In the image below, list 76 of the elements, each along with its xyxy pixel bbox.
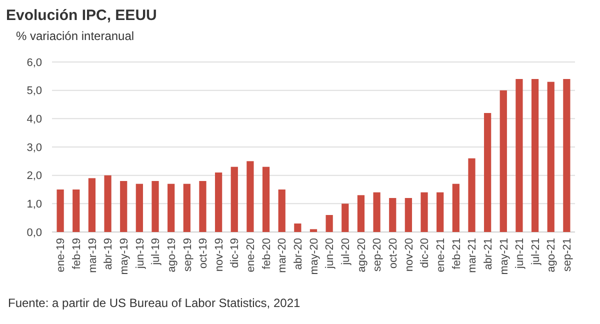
bar: [104, 175, 112, 232]
bar: [500, 90, 507, 232]
x-tick-label: sep-19: [182, 238, 194, 272]
x-tick-label: dic-20: [419, 238, 432, 268]
bar: [72, 190, 80, 232]
x-tick-label: nov-19: [213, 238, 226, 272]
x-tick-label: nov-20: [403, 238, 416, 272]
x-tick-label: jun-21: [514, 238, 526, 270]
x-tick-label: oct-19: [198, 238, 210, 269]
bar: [199, 181, 206, 232]
bar: [516, 79, 523, 232]
bar: [136, 184, 143, 232]
bar: [404, 198, 412, 232]
y-tick-label: 5,0: [26, 85, 42, 98]
bar: [230, 166, 238, 232]
y-tick-label: 1,0: [26, 198, 42, 211]
x-tick-label: mar-21: [466, 238, 479, 273]
x-tick-label: may-20: [308, 238, 320, 275]
x-tick-label: abr-21: [482, 238, 494, 270]
bar: [531, 79, 539, 232]
bar: [468, 158, 476, 232]
source-note: Fuente: a partir de US Bureau of Labor Statistics, 2021: [8, 296, 300, 310]
bar: [389, 198, 396, 232]
bar: [563, 79, 570, 232]
bar: [56, 190, 64, 232]
bar: [294, 224, 302, 232]
x-tick-label: dic-19: [229, 238, 242, 268]
bar: [373, 192, 380, 232]
chart-subtitle: % variación interanual: [16, 29, 134, 43]
x-tick-label: sep-20: [372, 238, 384, 272]
bar: [168, 184, 175, 232]
y-tick-label: 4,0: [26, 114, 42, 126]
x-tick-label: mar-19: [86, 238, 99, 273]
bar: [436, 192, 444, 232]
x-tick-label: sep-21: [562, 238, 574, 272]
x-tick-label: abr-19: [102, 238, 115, 270]
x-tick-label: ago-19: [166, 238, 178, 272]
bar: [262, 166, 270, 232]
x-tick-label: ene-21: [434, 238, 447, 272]
y-tick-label: 3,0: [26, 142, 42, 154]
x-tick-label: jun-19: [134, 238, 146, 270]
x-tick-label: mar-20: [276, 238, 289, 273]
bar: [452, 184, 460, 232]
bar: [342, 204, 349, 232]
bar: [152, 181, 159, 232]
x-tick-label: may-19: [118, 238, 130, 275]
x-tick-label: ago-20: [356, 238, 368, 272]
x-tick-label: ene-19: [55, 238, 68, 272]
x-tick-label: feb-19: [70, 238, 83, 270]
x-tick-label: abr-20: [292, 238, 305, 270]
bar: [484, 113, 492, 232]
y-tick-label: 6,0: [26, 56, 42, 69]
bar: [420, 192, 428, 232]
bar: [214, 172, 222, 232]
x-tick-label: jul-21: [530, 238, 542, 266]
x-tick-label: ene-20: [245, 238, 258, 272]
x-tick-label: oct-20: [387, 238, 400, 269]
bar: [310, 229, 318, 232]
x-tick-label: ago-21: [546, 238, 558, 272]
bar: [120, 181, 128, 232]
bar: [88, 178, 96, 232]
x-tick-label: feb-21: [450, 238, 463, 270]
x-tick-label: feb-20: [260, 238, 273, 270]
x-tick-label: jun-20: [324, 238, 336, 270]
bar: [246, 161, 254, 232]
bar: [357, 195, 365, 232]
x-tick-label: jul-19: [150, 238, 162, 266]
y-tick-label: 2,0: [26, 170, 42, 182]
bar: [547, 82, 554, 232]
x-tick-label: may-21: [498, 238, 510, 275]
bar: [326, 215, 333, 232]
x-tick-label: jul-20: [340, 238, 352, 266]
bar: [278, 190, 286, 232]
chart-title: Evolución IPC, EEUU: [6, 7, 157, 24]
bar: [183, 184, 190, 232]
y-tick-label: 0,0: [26, 226, 42, 239]
